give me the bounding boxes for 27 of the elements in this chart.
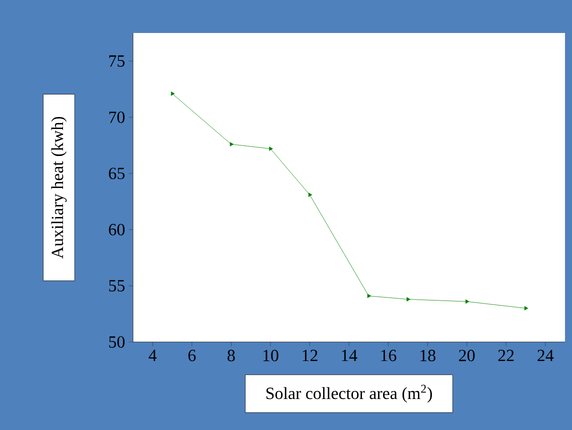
point <box>230 142 234 146</box>
point <box>170 92 175 96</box>
x-tick-label: 20 <box>459 350 475 362</box>
x-tick-label: 14 <box>342 350 358 362</box>
point <box>308 192 312 197</box>
point <box>524 306 528 310</box>
y-tick-label: 70 <box>109 112 125 124</box>
x-tick-label: 22 <box>498 350 514 362</box>
x-tick-label: 8 <box>228 350 235 362</box>
x-tick-label: 4 <box>148 350 157 361</box>
point <box>367 294 372 298</box>
y-tick-label: 65 <box>108 168 125 180</box>
y-tick-label: 50 <box>109 336 125 348</box>
x-axis-title: Solar collector area (m$^{2}$) <box>266 384 432 403</box>
x-tick-label: 10 <box>263 350 278 362</box>
x-tick-label: 16 <box>381 350 396 362</box>
x-tick-label: 6 <box>188 350 196 362</box>
y-tick-label: 75 <box>109 55 125 67</box>
x-tick-label: 24 <box>538 350 554 362</box>
point <box>269 146 273 151</box>
y-tick-label: 55 <box>109 280 125 292</box>
y-tick-label: 60 <box>108 224 125 236</box>
point <box>406 297 410 302</box>
y-axis-title: Auxiliary heat (kwh) <box>51 116 67 259</box>
x-tick-label: 18 <box>420 350 436 362</box>
point <box>466 299 470 304</box>
x-tick-label: 12 <box>302 350 318 362</box>
